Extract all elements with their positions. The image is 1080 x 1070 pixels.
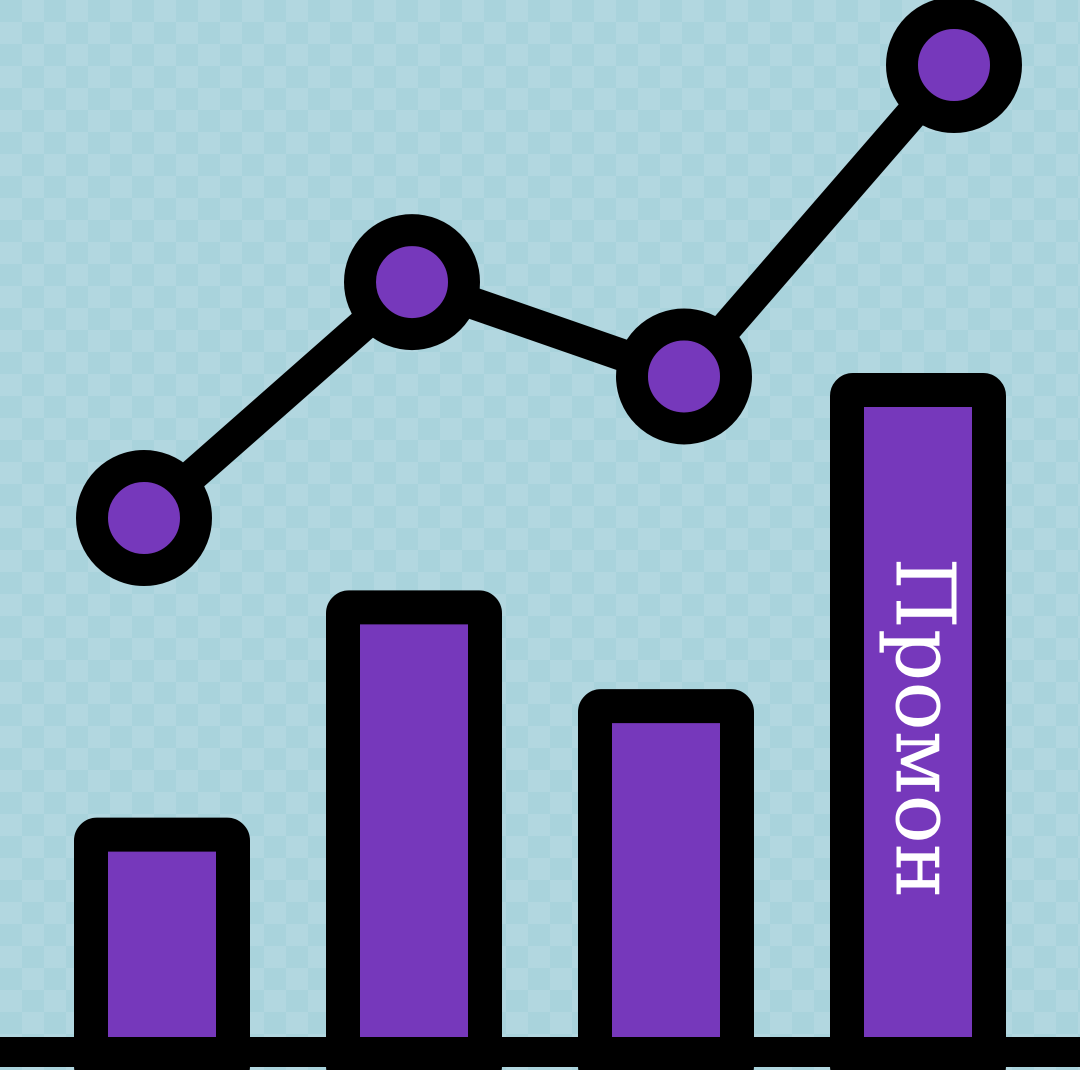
line-point-3	[616, 308, 752, 445]
line-point-1	[76, 450, 212, 586]
line-layer	[76, 0, 1022, 586]
bar-3	[578, 689, 754, 1070]
bar-2	[326, 590, 502, 1070]
bar-4	[830, 373, 1006, 1070]
bars-layer	[74, 373, 1006, 1070]
line-point-2	[344, 214, 480, 351]
annotation-layer: Промон	[877, 557, 972, 898]
trend-line	[128, 49, 970, 534]
bar-1	[74, 817, 250, 1070]
bar-annotation-label: Промон	[877, 557, 972, 898]
line-point-4	[886, 0, 1022, 133]
